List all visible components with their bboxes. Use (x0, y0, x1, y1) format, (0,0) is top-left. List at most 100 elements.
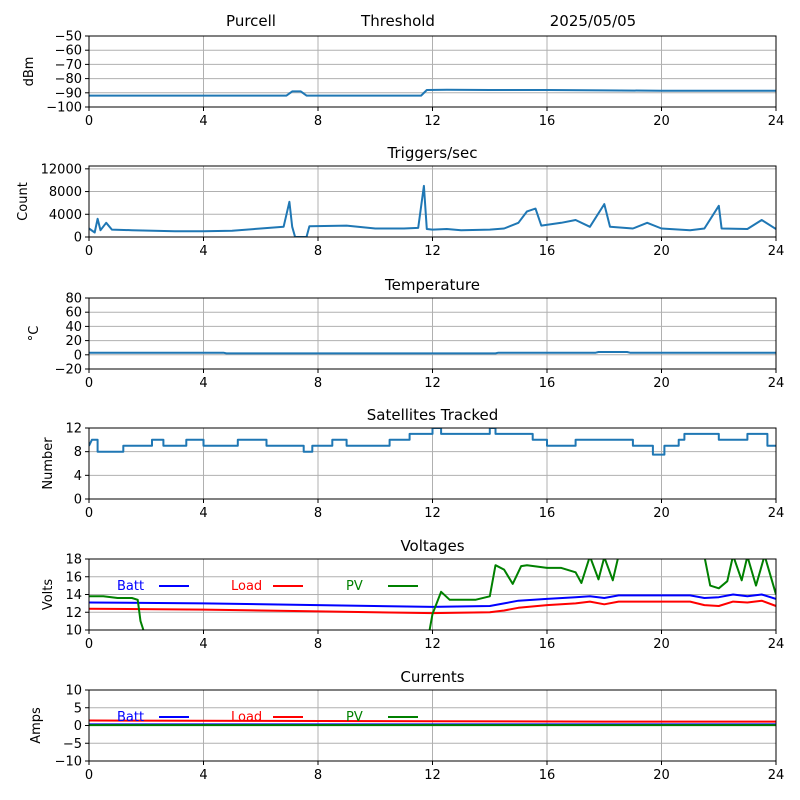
y-tick-label: 40 (65, 320, 82, 335)
x-tick-label: 0 (85, 376, 93, 391)
y-tick-label: −10 (55, 755, 82, 770)
series-line-batt (89, 593, 776, 608)
x-tick-label: 20 (653, 506, 670, 521)
y-axis-label: Volts (41, 579, 56, 611)
y-tick-label: 80 (65, 292, 82, 307)
panel-title: Triggers/sec (387, 144, 478, 162)
series-group (89, 351, 776, 355)
x-tick-label: 16 (539, 637, 556, 652)
panel-title: Voltages (400, 537, 464, 555)
series-line-pv (703, 559, 776, 595)
y-tick-label: 60 (65, 306, 82, 321)
x-tick-label: 12 (424, 768, 441, 783)
y-tick-label: 20 (65, 334, 82, 349)
panel-title: Temperature (384, 276, 480, 294)
x-tick-label: 4 (199, 114, 207, 129)
x-tick-label: 16 (539, 244, 556, 259)
series-group (89, 719, 776, 727)
y-tick-label: 8000 (49, 185, 82, 200)
series-group (89, 88, 776, 97)
x-tick-label: 8 (314, 244, 322, 259)
y-axis-label: Amps (29, 707, 44, 744)
x-tick-label: 20 (653, 768, 670, 783)
y-tick-label: 12 (65, 606, 82, 621)
y-tick-label: 0 (74, 231, 82, 246)
x-tick-label: 4 (199, 376, 207, 391)
series-group (89, 184, 776, 237)
panel-title: Satellites Tracked (367, 406, 498, 424)
x-tick-label: 0 (85, 637, 93, 652)
x-tick-label: 0 (85, 506, 93, 521)
y-tick-label: 10 (65, 684, 82, 699)
y-tick-label: −20 (55, 363, 82, 378)
series-line-1 (89, 351, 776, 355)
y-axis-label: Count (16, 182, 31, 221)
x-tick-label: 12 (424, 114, 441, 129)
header-label: Threshold (360, 12, 435, 30)
y-tick-label: 0 (74, 719, 82, 734)
y-tick-label: 14 (65, 588, 82, 603)
x-tick-label: 8 (314, 376, 322, 391)
x-tick-label: 4 (199, 506, 207, 521)
x-tick-label: 12 (424, 506, 441, 521)
x-tick-label: 20 (653, 244, 670, 259)
x-tick-label: 8 (314, 637, 322, 652)
y-tick-label: 5 (74, 701, 82, 716)
header-date: 2025/05/05 (550, 12, 636, 30)
x-tick-label: 16 (539, 768, 556, 783)
y-tick-label: −90 (55, 86, 82, 101)
series-line-1 (89, 428, 776, 456)
y-tick-label: 18 (65, 553, 82, 568)
y-tick-label: 4 (74, 469, 82, 484)
legend-label-pv: PV (346, 579, 363, 594)
panel-5: 0 4 8 12 16 20 24 10 12 14 16 18 Volts Voltages Batt Lo… (41, 537, 784, 652)
legend-label-batt: Batt (117, 579, 144, 594)
y-tick-label: 10 (65, 624, 82, 639)
x-tick-label: 24 (768, 244, 785, 259)
y-tick-label: −5 (63, 737, 82, 752)
y-tick-label: −80 (55, 72, 82, 87)
x-tick-label: 16 (539, 506, 556, 521)
x-tick-label: 16 (539, 114, 556, 129)
series-group (89, 559, 776, 630)
y-tick-label: 12000 (41, 162, 82, 177)
y-tick-label: 0 (74, 348, 82, 363)
x-tick-label: 4 (199, 768, 207, 783)
series-line-pv (428, 559, 619, 630)
y-tick-label: −100 (46, 101, 82, 116)
y-axis-label: dBm (22, 57, 37, 87)
x-tick-label: 8 (314, 506, 322, 521)
x-tick-label: 0 (85, 244, 93, 259)
x-tick-label: 8 (314, 114, 322, 129)
series-line-1 (89, 184, 776, 237)
x-tick-label: 12 (424, 244, 441, 259)
x-tick-label: 16 (539, 376, 556, 391)
y-tick-label: −60 (55, 44, 82, 59)
x-tick-label: 20 (653, 376, 670, 391)
series-line-load (89, 719, 776, 723)
series-line-1 (89, 88, 776, 97)
panel-4: 0 4 8 12 16 20 24 0 4 8 12 Number Satellites Tracked (41, 406, 784, 521)
x-tick-label: 4 (199, 637, 207, 652)
x-tick-label: 24 (768, 376, 785, 391)
series-line-pv (89, 595, 145, 630)
x-tick-label: 20 (653, 637, 670, 652)
panel-1: 0 4 8 12 16 20 24 −100−90−80−70−60−50 dBm (22, 30, 784, 130)
x-tick-label: 0 (85, 768, 93, 783)
x-tick-label: 0 (85, 114, 93, 129)
legend-label-load: Load (231, 579, 262, 594)
x-tick-label: 20 (653, 114, 670, 129)
x-tick-label: 24 (768, 506, 785, 521)
y-tick-label: 4000 (49, 208, 82, 223)
x-tick-label: 24 (768, 637, 785, 652)
y-tick-label: 12 (65, 422, 82, 437)
panel-6: 0 4 8 12 16 20 24 −10 −5 0 5 10 Amps Currents Batt Load… (29, 668, 784, 783)
y-tick-label: 8 (74, 445, 82, 460)
y-tick-label: −70 (55, 58, 82, 73)
x-tick-label: 24 (768, 114, 785, 129)
x-tick-label: 24 (768, 768, 785, 783)
legend-label-load: Load (231, 710, 262, 725)
